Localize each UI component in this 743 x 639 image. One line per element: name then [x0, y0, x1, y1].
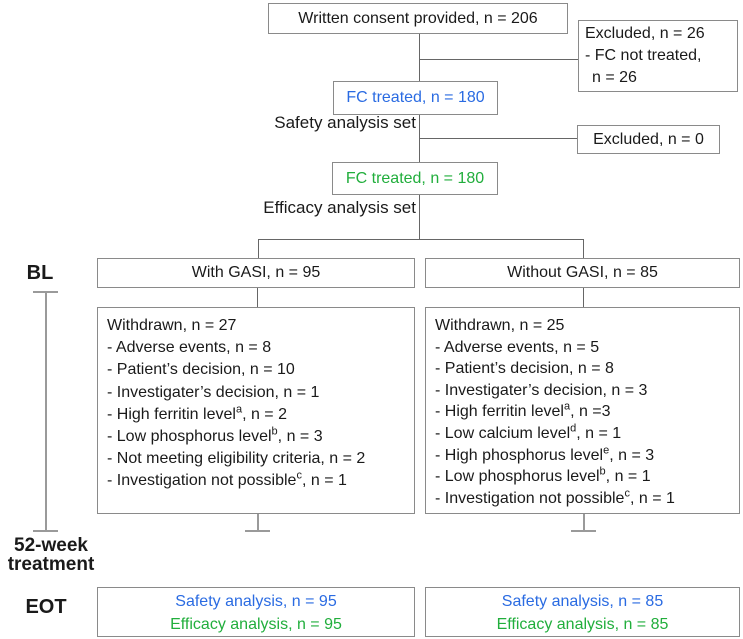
treatment-period-line1: 52-week [14, 535, 88, 556]
fc-treated-safety-box: FC treated, n = 180 [333, 81, 498, 115]
connector-safety-to-efficacy [419, 115, 420, 162]
fc-treated-efficacy-text: FC treated, n = 180 [345, 169, 485, 187]
fc-treated-safety-text: FC treated, n = 180 [346, 89, 485, 106]
excluded-mid-text: Excluded, n = 0 [593, 130, 704, 148]
eot-label: EOT [25, 596, 67, 618]
eot-right-box: Safety analysis, n = 85 Efficacy analysi… [425, 587, 740, 637]
withdrawn-reason-row: - Low calcium leveld, n = 1 [435, 422, 622, 442]
withdrawn-reason-row: - Adverse events, n = 8 [107, 339, 272, 357]
withdrawn-reason-row: - Investigater’s decision, n = 1 [107, 383, 320, 401]
excluded-top-line1: Excluded, n = 26 [585, 25, 705, 42]
eot-left-efficacy: Efficacy analysis, n = 95 [170, 615, 342, 633]
withdrawn-reason-row: - Patient’s decision, n = 10 [107, 361, 295, 379]
without-gasi-box: Without GASI, n = 85 [425, 258, 740, 288]
timeline-bottom-cap [33, 530, 58, 532]
right-treatment-stub [583, 514, 585, 531]
branch-left-stub [258, 239, 259, 258]
left-treatment-stub [257, 514, 259, 531]
withdrawn-left-title: Withdrawn, n = 27 [107, 317, 237, 334]
withdrawn-reason-row: - High ferritin levela, n =3 [435, 401, 611, 421]
connector-to-excluded-top [420, 59, 578, 60]
right-gasi-to-withdrawn-stub [583, 288, 584, 307]
with-gasi-box: With GASI, n = 95 [97, 258, 415, 288]
consent-box: Written consent provided, n = 206 [268, 3, 568, 34]
connector-to-excluded-mid [420, 138, 577, 139]
safety-analysis-set-label: Safety analysis set [274, 113, 416, 132]
without-gasi-text: Without GASI, n = 85 [507, 264, 658, 281]
left-treatment-stub-cap [245, 530, 270, 532]
withdrawn-right-box: Withdrawn, n = 25 - Adverse events, n = … [425, 307, 740, 514]
withdrawn-reason-row: - Low phosphorus levelb, n = 3 [107, 425, 323, 446]
excluded-top-box: Excluded, n = 26 - FC not treated, n = 2… [578, 20, 738, 92]
eot-right-efficacy: Efficacy analysis, n = 85 [496, 615, 669, 633]
fc-treated-efficacy-box: FC treated, n = 180 [332, 162, 498, 195]
withdrawn-reason-row: - Not meeting eligibility criteria, n = … [107, 450, 366, 468]
timeline-vertical-line [45, 292, 47, 531]
withdrawn-left-box: Withdrawn, n = 27 - Adverse events, n = … [97, 307, 415, 514]
eot-right-safety: Safety analysis, n = 85 [501, 593, 664, 610]
withdrawn-reason-row: - Investigater’s decision, n = 3 [435, 381, 648, 399]
bl-label: BL [26, 262, 54, 284]
withdrawn-reason-row: - Low phosphorus levelb, n = 1 [435, 465, 651, 486]
right-treatment-stub-cap [571, 530, 596, 532]
withdrawn-reason-row: - High phosphorus levele, n = 3 [435, 444, 655, 464]
branch-horizontal-line [258, 239, 584, 240]
connector-consent-to-safety [419, 34, 420, 81]
treatment-period-label: 52-week treatment [0, 536, 102, 574]
branch-right-stub [583, 239, 584, 258]
withdrawn-reason-row: - Adverse events, n = 5 [435, 338, 600, 356]
withdrawn-right-title: Withdrawn, n = 25 [435, 317, 565, 334]
withdrawn-reason-row: - Investigation not possiblec, n = 1 [435, 487, 675, 507]
withdrawn-reason-row: - High ferritin levela, n = 2 [107, 403, 287, 423]
connector-efficacy-to-branch [419, 195, 420, 239]
efficacy-analysis-set-label: Efficacy analysis set [263, 198, 416, 217]
withdrawn-reason-row: - Investigation not possiblec, n = 1 [107, 470, 347, 490]
treatment-period-line2: treatment [7, 554, 95, 575]
excluded-top-line2: - FC not treated, [585, 47, 702, 64]
left-gasi-to-withdrawn-stub [257, 288, 258, 307]
eot-left-box: Safety analysis, n = 95 Efficacy analysi… [97, 587, 415, 637]
withdrawn-right-list: - Adverse events, n = 5 - Patient’s decis… [435, 337, 730, 510]
excluded-mid-box: Excluded, n = 0 [577, 125, 720, 154]
withdrawn-reason-row: - Patient’s decision, n = 8 [435, 360, 614, 378]
excluded-top-line3: n = 26 [592, 69, 637, 86]
consent-text: Written consent provided, n = 206 [298, 9, 538, 27]
with-gasi-text: With GASI, n = 95 [191, 264, 321, 281]
withdrawn-left-list: - Adverse events, n = 8 - Patient’s decis… [107, 337, 405, 492]
eot-left-safety: Safety analysis, n = 95 [175, 593, 337, 610]
